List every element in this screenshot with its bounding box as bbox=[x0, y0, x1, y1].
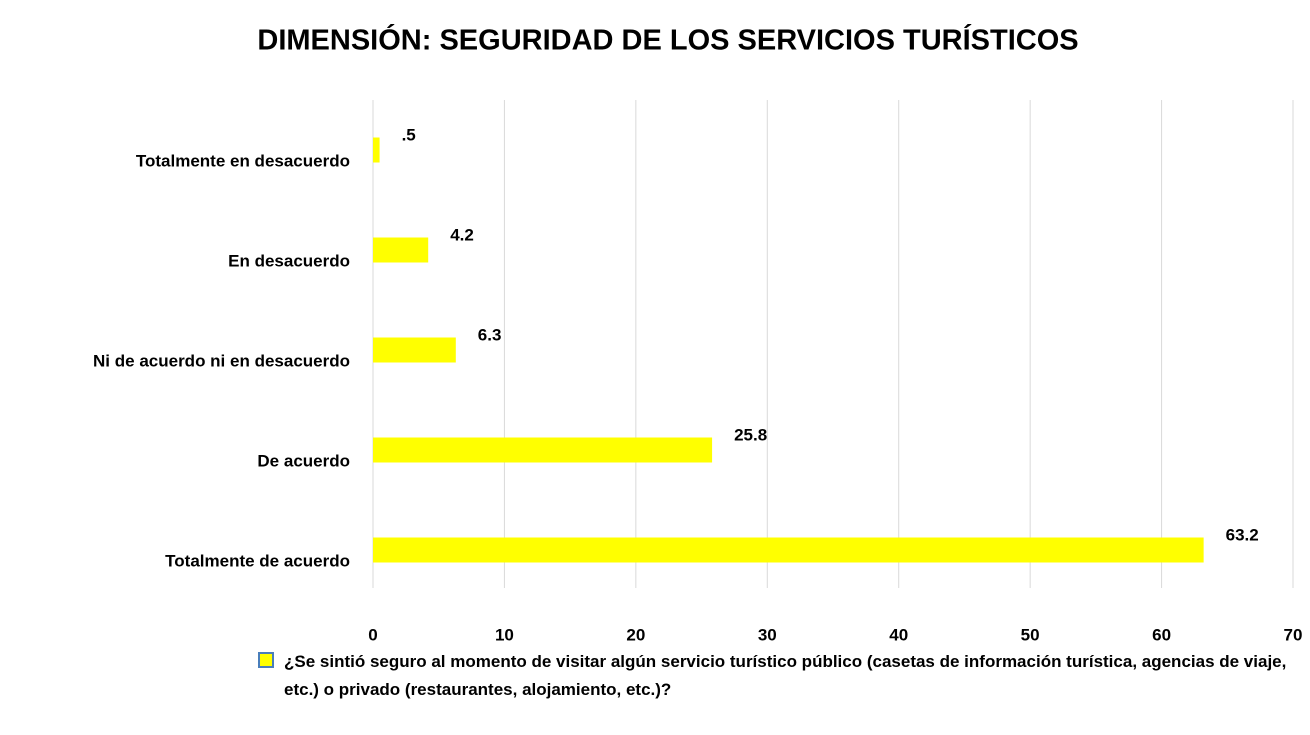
bar bbox=[373, 137, 380, 163]
y-tick-label: Totalmente en desacuerdo bbox=[136, 151, 350, 170]
x-tick-label: 10 bbox=[495, 625, 514, 644]
data-label: 63.2 bbox=[1226, 525, 1259, 544]
legend: ¿Se sintió seguro al momento de visitar … bbox=[258, 648, 1298, 704]
legend-swatch bbox=[258, 652, 274, 668]
y-tick-label: Ni de acuerdo ni en desacuerdo bbox=[93, 351, 350, 370]
legend-label: ¿Se sintió seguro al momento de visitar … bbox=[284, 652, 1287, 699]
data-label: 25.8 bbox=[734, 425, 767, 444]
x-tick-label: 40 bbox=[889, 625, 908, 644]
y-tick-label: De acuerdo bbox=[257, 451, 350, 470]
bar bbox=[373, 237, 429, 263]
x-tick-label: 70 bbox=[1284, 625, 1303, 644]
data-label: .5 bbox=[402, 125, 416, 144]
data-label: 4.2 bbox=[450, 225, 474, 244]
x-tick-label: 60 bbox=[1152, 625, 1171, 644]
x-tick-label: 0 bbox=[368, 625, 377, 644]
y-tick-label: Totalmente de acuerdo bbox=[165, 551, 350, 570]
x-tick-label: 50 bbox=[1021, 625, 1040, 644]
bar bbox=[373, 337, 456, 363]
y-tick-label: En desacuerdo bbox=[228, 251, 350, 270]
x-tick-label: 30 bbox=[758, 625, 777, 644]
chart-title: DIMENSIÓN: SEGURIDAD DE LOS SERVICIOS TU… bbox=[257, 23, 1078, 57]
bar bbox=[373, 437, 713, 463]
bar bbox=[373, 537, 1204, 563]
x-tick-label: 20 bbox=[626, 625, 645, 644]
data-label: 6.3 bbox=[478, 325, 502, 344]
